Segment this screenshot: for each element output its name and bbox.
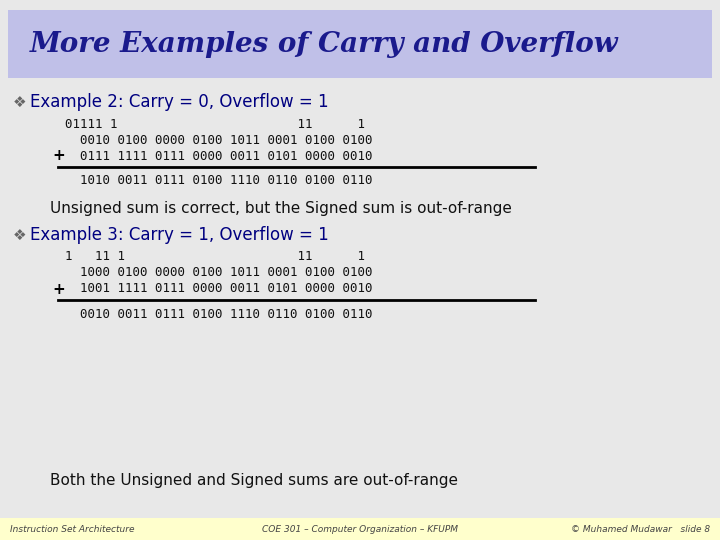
Text: ❖: ❖	[13, 227, 27, 242]
Text: Both the Unsigned and Signed sums are out-of-range: Both the Unsigned and Signed sums are ou…	[50, 472, 458, 488]
FancyBboxPatch shape	[8, 10, 712, 78]
FancyBboxPatch shape	[0, 518, 720, 540]
Text: 0111 1111 0111 0000 0011 0101 0000 0010: 0111 1111 0111 0000 0011 0101 0000 0010	[65, 150, 372, 163]
Text: 1000 0100 0000 0100 1011 0001 0100 0100: 1000 0100 0000 0100 1011 0001 0100 0100	[65, 267, 372, 280]
Text: More Examples of Carry and Overflow: More Examples of Carry and Overflow	[30, 30, 618, 57]
Text: © Muhamed Mudawar   slide 8: © Muhamed Mudawar slide 8	[571, 524, 710, 534]
Text: 1001 1111 0111 0000 0011 0101 0000 0010: 1001 1111 0111 0000 0011 0101 0000 0010	[65, 282, 372, 295]
Text: 1010 0011 0111 0100 1110 0110 0100 0110: 1010 0011 0111 0100 1110 0110 0100 0110	[65, 174, 372, 187]
Text: +: +	[52, 148, 65, 164]
Text: +: +	[52, 281, 65, 296]
Text: Instruction Set Architecture: Instruction Set Architecture	[10, 524, 135, 534]
Text: COE 301 – Computer Organization – KFUPM: COE 301 – Computer Organization – KFUPM	[262, 524, 458, 534]
Text: 0010 0011 0111 0100 1110 0110 0100 0110: 0010 0011 0111 0100 1110 0110 0100 0110	[65, 307, 372, 321]
Text: 1   11 1                       11      1: 1 11 1 11 1	[65, 251, 365, 264]
Text: 01111 1                        11      1: 01111 1 11 1	[65, 118, 365, 131]
Text: Example 2: Carry = 0, Overflow = 1: Example 2: Carry = 0, Overflow = 1	[30, 93, 328, 111]
Text: 0010 0100 0000 0100 1011 0001 0100 0100: 0010 0100 0000 0100 1011 0001 0100 0100	[65, 133, 372, 146]
Text: Example 3: Carry = 1, Overflow = 1: Example 3: Carry = 1, Overflow = 1	[30, 226, 329, 244]
Text: Unsigned sum is correct, but the Signed sum is out-of-range: Unsigned sum is correct, but the Signed …	[50, 200, 512, 215]
Text: ❖: ❖	[13, 94, 27, 110]
